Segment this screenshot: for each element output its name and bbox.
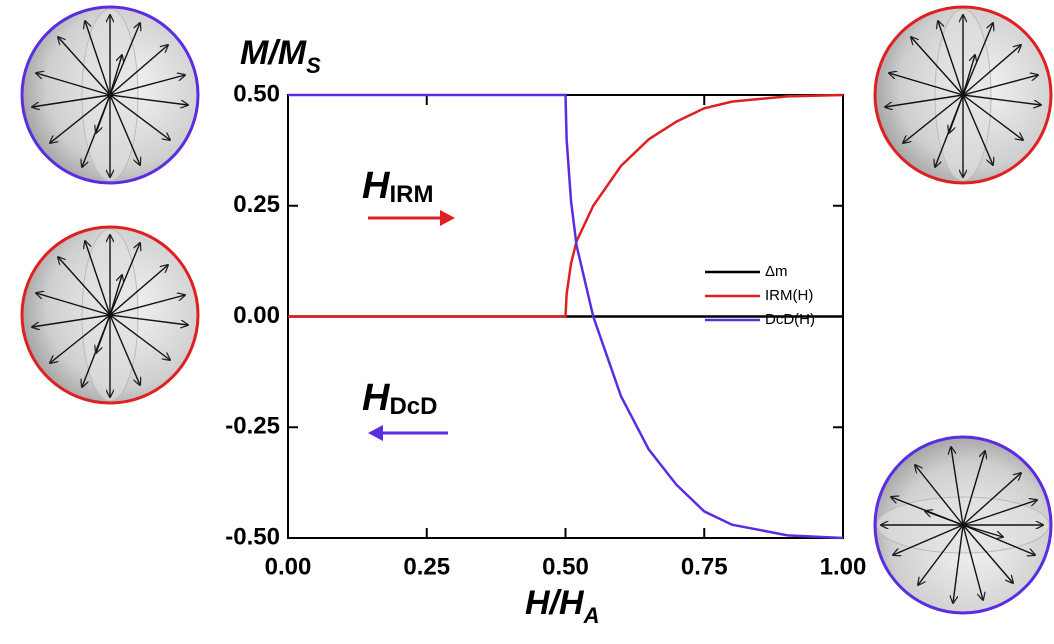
x-tick-label: 1.00 [820, 553, 867, 580]
y-tick-label: 0.00 [233, 302, 280, 329]
sphere-illustration [873, 5, 1053, 185]
y-tick-label: -0.25 [225, 413, 280, 440]
y-tick-label: 0.50 [233, 80, 280, 107]
y-axis-label: M/MS [240, 34, 321, 78]
legend-label: IRM(H) [765, 287, 813, 304]
x-axis-label: H/HA [525, 584, 599, 628]
annotation: HDcD [362, 377, 437, 420]
x-tick-label: 0.75 [681, 553, 728, 580]
y-tick-label: 0.25 [233, 191, 280, 218]
x-axis-label-main: H/H [525, 584, 585, 622]
series-line [288, 93, 844, 318]
annotation: HIRM [362, 165, 433, 208]
annotation-main: H [362, 377, 391, 419]
annotation-sub: DcD [389, 393, 437, 420]
legend-label: DcD(H) [765, 311, 815, 328]
legend-label: Δm [765, 263, 788, 280]
x-tick-label: 0.50 [542, 553, 589, 580]
series-line [288, 93, 844, 540]
annotation-main: H [362, 165, 391, 207]
sphere-illustration [873, 435, 1053, 615]
y-axis-label-sub: S [306, 53, 321, 78]
field-arrow [368, 210, 455, 226]
annotation-sub: IRM [389, 181, 433, 208]
x-axis-label-sub: A [583, 603, 600, 628]
field-arrow [368, 425, 448, 441]
sphere-illustration [20, 5, 200, 185]
x-tick-label: 0.00 [265, 553, 312, 580]
y-axis-label-main: M/M [240, 34, 307, 72]
sphere-illustration [20, 225, 200, 405]
x-tick-label: 0.25 [403, 553, 450, 580]
y-tick-label: -0.50 [225, 523, 280, 550]
